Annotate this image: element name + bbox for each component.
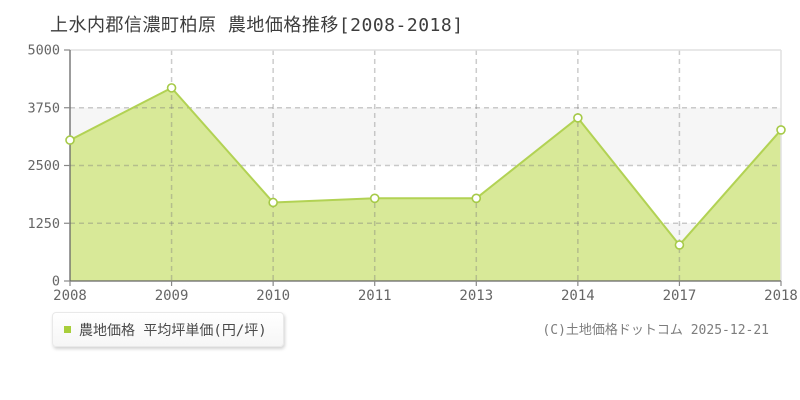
copyright-text: (C)土地価格ドットコム 2025-12-21 <box>542 323 769 338</box>
y-tick-label: 1250 <box>27 216 60 232</box>
x-tick-label: 2013 <box>459 288 493 304</box>
x-tick-label: 2010 <box>256 288 290 304</box>
data-point[interactable] <box>471 193 482 204</box>
x-tick-label: 2011 <box>358 288 392 304</box>
x-tick-label: 2018 <box>764 288 798 304</box>
data-point[interactable] <box>674 240 685 250</box>
chart-title: 上水内郡信濃町柏原 農地価格推移[2008-2018] <box>50 15 464 36</box>
y-tick-label: 0 <box>52 274 60 290</box>
legend[interactable]: 農地価格 平均坪単価(円/坪) <box>52 312 284 347</box>
y-tick-label: 5000 <box>27 43 60 59</box>
data-point[interactable] <box>166 83 177 93</box>
data-point[interactable] <box>268 197 278 208</box>
x-tick-label: 2017 <box>663 288 697 304</box>
legend-series-label: 農地価格 平均坪単価(円/坪) <box>79 322 267 339</box>
data-point[interactable] <box>573 113 583 123</box>
y-tick-label: 3750 <box>27 100 60 116</box>
data-point[interactable] <box>369 193 380 204</box>
area-series-fill <box>70 87 781 281</box>
data-point[interactable] <box>65 135 75 145</box>
x-tick-label: 2008 <box>53 288 87 304</box>
data-point[interactable] <box>776 125 786 135</box>
legend-series-marker-icon <box>64 326 71 333</box>
y-tick-label: 2500 <box>27 158 60 174</box>
line-series <box>69 86 782 246</box>
x-tick-label: 2009 <box>155 288 189 304</box>
x-tick-label: 2014 <box>561 288 595 304</box>
